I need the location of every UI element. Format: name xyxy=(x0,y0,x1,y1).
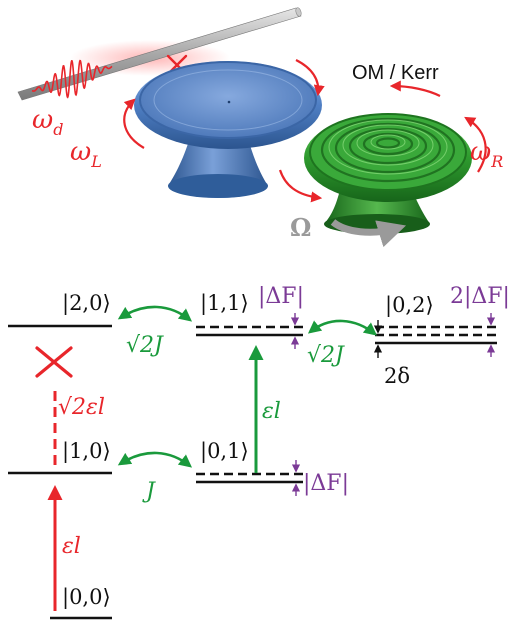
tunneling-j-arrow xyxy=(117,451,193,468)
lower-rotation-arrow xyxy=(278,169,323,203)
driving-pulse-icon xyxy=(31,59,113,99)
left-rotation-arrow xyxy=(123,98,145,149)
omega-d-symbol: ωd xyxy=(32,105,63,139)
green-top-rotation-arrow xyxy=(389,80,441,97)
label-10: |1,0⟩ xyxy=(62,439,111,464)
tunneling-sqrt2j-right-arrow xyxy=(307,319,378,336)
label-sqrt2-eps: √2εl xyxy=(58,395,105,420)
label-delta-f-bottom: |ΔF| xyxy=(303,471,349,496)
blue-disk-resonator-icon xyxy=(134,61,322,199)
green-rippled-resonator-icon xyxy=(304,113,472,235)
label-two-delta: 2δ xyxy=(384,364,410,388)
left-levels xyxy=(8,324,112,620)
label-eps-mid: εl xyxy=(262,399,281,424)
label-11: |1,1⟩ xyxy=(200,291,249,316)
right-rotation-arrow xyxy=(464,116,487,173)
label-00: |0,0⟩ xyxy=(62,585,111,610)
label-eps-low: εl xyxy=(62,534,81,559)
rotation-arrows xyxy=(123,59,487,203)
spin-arrow-icon xyxy=(330,219,407,248)
shift-labels: |ΔF| |ΔF| 2|ΔF| xyxy=(258,284,510,496)
middle-levels xyxy=(196,325,303,484)
level-labels: |2,0⟩ |1,0⟩ |0,0⟩ |1,1⟩ |0,1⟩ |0,2⟩ xyxy=(62,291,434,610)
label-02: |0,2⟩ xyxy=(385,293,434,318)
label-01: |0,1⟩ xyxy=(200,439,249,464)
drive-labels: εl √2εl xyxy=(58,395,105,559)
shift-indicators xyxy=(290,313,496,496)
coupling-labels: J √2J √2J εl xyxy=(126,333,345,504)
omega-L-symbol: ωL xyxy=(70,137,102,171)
tunneling-sqrt2j-left-arrow xyxy=(117,305,193,322)
tapered-fiber-icon xyxy=(17,7,302,101)
tunneling-arrows xyxy=(117,305,378,468)
omega-R-symbol: ωR xyxy=(470,137,503,171)
label-sqrt2j-right: √2J xyxy=(307,343,345,368)
label-20: |2,0⟩ xyxy=(62,291,111,316)
label-two-delta-f: 2|ΔF| xyxy=(450,284,510,309)
label-j: J xyxy=(142,479,156,504)
right-levels xyxy=(375,325,497,345)
label-sqrt2j-left: √2J xyxy=(126,333,164,358)
blue-top-rotation-arrow xyxy=(295,59,325,97)
big-omega-label: Ω xyxy=(290,213,311,242)
om-kerr-label: OM / Kerr xyxy=(352,62,439,84)
label-delta-f-top: |ΔF| xyxy=(258,284,304,309)
blockade-cross-icon xyxy=(35,346,73,378)
